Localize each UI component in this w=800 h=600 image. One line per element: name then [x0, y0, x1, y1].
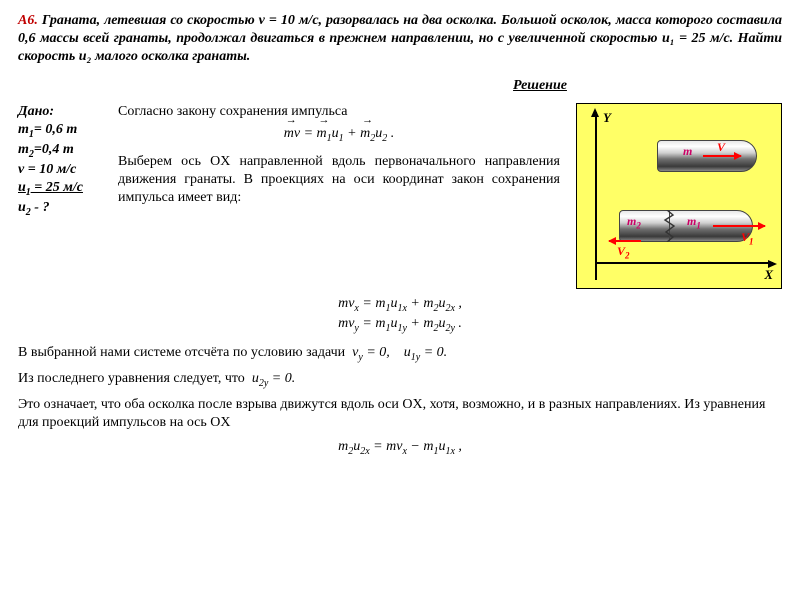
given-block: Дано: m1= 0,6 m m2=0,4 m v = 10 м/с u1 =… — [18, 103, 108, 289]
equation-final: m2u2x = mvx − m1u1x , — [18, 438, 782, 458]
solution-header: Решение — [298, 77, 782, 95]
conclusion-p1-text: В выбранной нами системе отсчёта по усло… — [18, 345, 349, 360]
given-question: u2 - ? — [18, 199, 108, 219]
equation-projections: mvx = m1u1x + m2u2x , mvy = m1u1y + m2u2… — [18, 295, 782, 335]
explain-p1: Согласно закону сохранения импульса — [118, 103, 560, 121]
conclusion-block: В выбранной нами системе отсчёта по усло… — [18, 344, 782, 458]
label-v1: V1 — [741, 230, 754, 248]
eq-proj-y: mvy = m1u1y + m2u2y . — [18, 315, 782, 335]
axis-x-label: X — [764, 267, 773, 284]
conclusion-p2-eq: u2y = 0. — [248, 371, 295, 386]
solution-row: Дано: m1= 0,6 m m2=0,4 m v = 10 м/с u1 =… — [18, 103, 782, 289]
problem-label: А6. — [18, 13, 38, 28]
given-line-1: m1= 0,6 m — [18, 121, 108, 141]
axis-x — [595, 262, 773, 264]
problem-statement: А6. Граната, летевшая со скоростью v = 1… — [18, 12, 782, 67]
break-jag-icon — [663, 210, 677, 242]
label-m: m — [683, 144, 692, 160]
equation-momentum: mv = m1u1 + m2u2 . — [118, 125, 560, 145]
given-line-4: u1 = 25 м/с — [18, 179, 108, 199]
axis-y — [595, 112, 597, 280]
label-v2: V2 — [617, 244, 630, 262]
explanation-block: Согласно закону сохранения импульса mv =… — [118, 103, 566, 289]
conclusion-p3: Это означает, что оба осколка после взры… — [18, 396, 782, 432]
given-title: Дано: — [18, 103, 108, 121]
conclusion-p2: Из последнего уравнения следует, что u2y… — [18, 370, 782, 390]
axis-y-arrow-icon — [591, 108, 599, 117]
label-m2: m2 — [627, 214, 641, 232]
problem-body: Граната, летевшая со скоростью v = 10 м/… — [18, 13, 782, 64]
diagram: Y X m V m2 m1 V2 V1 — [576, 103, 782, 289]
given-line-2: m2=0,4 m — [18, 141, 108, 161]
explain-p2: Выберем ось OX направленной вдоль первон… — [118, 153, 560, 208]
label-m1: m1 — [687, 214, 701, 232]
arrow-v1-icon — [713, 225, 765, 227]
arrow-v2-icon — [609, 240, 641, 242]
conclusion-p2-text: Из последнего уравнения следует, что — [18, 371, 248, 386]
conclusion-p1-eq: vy = 0, u1y = 0. — [349, 345, 448, 360]
eq-proj-x: mvx = m1u1x + m2u2x , — [18, 295, 782, 315]
given-line-3: v = 10 м/с — [18, 161, 108, 179]
conclusion-p1: В выбранной нами системе отсчёта по усло… — [18, 344, 782, 364]
axis-y-label: Y — [603, 110, 611, 127]
label-v: V — [717, 140, 725, 156]
